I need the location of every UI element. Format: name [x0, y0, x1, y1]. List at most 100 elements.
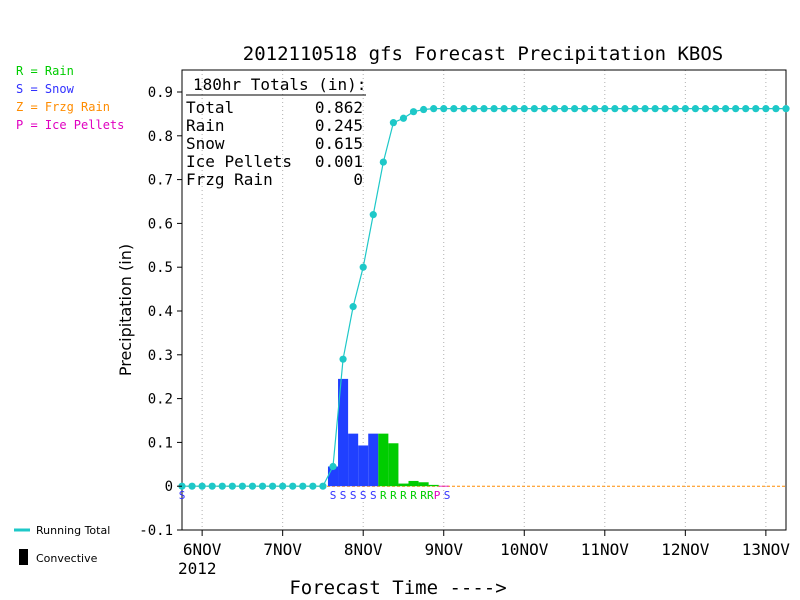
- type-code: S: [370, 489, 377, 502]
- type-code: R: [420, 489, 427, 502]
- running-total-points: [178, 105, 790, 490]
- running-total-point: [671, 105, 679, 113]
- running-total-point: [782, 105, 790, 113]
- x-tick-label: 13NOV: [742, 540, 791, 559]
- type-legend-item: Z = Frzg Rain: [16, 100, 110, 114]
- running-total-point: [560, 105, 569, 113]
- totals-row-value: 0: [353, 170, 363, 189]
- precip-bar: [338, 378, 349, 487]
- precip-bar: [358, 445, 369, 487]
- running-total-point: [470, 105, 478, 113]
- precip-bar: [327, 466, 339, 487]
- y-tick-label: 0.9: [148, 85, 173, 101]
- totals-row-label: Total: [186, 98, 234, 117]
- running-total-point: [339, 355, 347, 363]
- running-total-point: [490, 105, 498, 113]
- running-total-point: [571, 105, 579, 113]
- running-total-point: [409, 108, 418, 116]
- running-total-point: [279, 482, 287, 490]
- totals-row-value: 0.245: [315, 116, 363, 135]
- type-code: S: [340, 489, 347, 502]
- running-total-point: [218, 482, 226, 490]
- precip-bar: [388, 443, 399, 487]
- totals-row-value: 0.001: [315, 152, 363, 171]
- precip-bar: [438, 485, 449, 487]
- running-total-point: [711, 105, 720, 113]
- gridlines: [201, 70, 767, 530]
- y-tick-label: 0.7: [148, 173, 173, 189]
- running-total-legend-label: Running Total: [36, 524, 110, 537]
- y-tick-label: 0: [165, 479, 173, 495]
- running-total-point: [540, 105, 549, 113]
- running-total-point: [681, 105, 689, 113]
- totals-row-label: Rain: [186, 116, 225, 135]
- precip-bars: [327, 378, 449, 487]
- x-axis-ticks: 6NOV 7NOV 8NOV 9NOV 10NOV 11NOV 12NOV 13NOV: [183, 530, 790, 559]
- running-total-point: [369, 211, 377, 219]
- running-total-point: [430, 105, 438, 113]
- running-total-point: [641, 105, 649, 113]
- type-code: P: [434, 489, 441, 502]
- running-total-point: [691, 105, 700, 113]
- running-total-point: [389, 119, 397, 127]
- precip-bar: [348, 433, 359, 487]
- running-total-point: [651, 105, 659, 113]
- running-total-point: [269, 482, 277, 490]
- running-total-point: [480, 105, 488, 113]
- running-total-point: [289, 482, 297, 490]
- running-total-point: [752, 105, 760, 113]
- precip-bar: [398, 483, 409, 487]
- running-total-point: [732, 105, 740, 113]
- running-total-point: [379, 158, 387, 166]
- type-code: R: [400, 489, 407, 502]
- running-total-point: [611, 105, 619, 113]
- precip-bar: [418, 482, 429, 487]
- totals-row-label: Frzg Rain: [186, 170, 273, 189]
- running-total-point: [762, 105, 770, 113]
- totals-row-label: Ice Pellets: [186, 152, 292, 171]
- type-legend-item: R = Rain: [16, 64, 74, 78]
- running-total-point: [228, 482, 236, 490]
- totals-row-label: Snow: [186, 134, 225, 153]
- running-total-point: [399, 114, 408, 122]
- running-total-point: [188, 482, 196, 490]
- running-total-point: [500, 105, 508, 113]
- running-total-point: [299, 482, 307, 490]
- running-total-point: [742, 105, 750, 113]
- precip-bar: [408, 480, 419, 487]
- totals-rows: Total 0.862 Rain 0.245 Snow 0.615 Ice Pellets 0…: [186, 98, 363, 189]
- running-total-point: [621, 105, 629, 113]
- y-tick-label: 0.6: [148, 216, 173, 232]
- totals-row-value: 0.862: [315, 98, 363, 117]
- y-tick-label: 0.2: [148, 392, 173, 408]
- running-total-point: [319, 482, 327, 490]
- type-code: R: [380, 489, 387, 502]
- type-code: S: [330, 489, 337, 502]
- y-tick-label: 0.3: [148, 348, 173, 364]
- running-total-point: [460, 105, 468, 113]
- type-code: S: [179, 489, 186, 502]
- y-tick-label: 0.1: [148, 435, 173, 451]
- y-tick-label: 0.5: [148, 260, 173, 276]
- y-axis-ticks: -0.1 0 0.1 0.2 0.3 0.4 0.5 0.6 0.7 0.8 0.9: [139, 85, 182, 539]
- running-total-point: [701, 105, 710, 113]
- precip-bar: [428, 484, 439, 487]
- x-tick-label: 11NOV: [581, 540, 630, 559]
- running-total-point: [329, 462, 337, 471]
- type-code: R: [427, 489, 434, 502]
- y-axis-label: Precipitation (in): [116, 244, 135, 376]
- x-tick-label: 10NOV: [500, 540, 549, 559]
- running-total-point: [238, 482, 246, 490]
- x-tick-label: 12NOV: [661, 540, 710, 559]
- running-total-point: [601, 105, 609, 113]
- convective-legend-swatch: [19, 549, 28, 565]
- convective-legend-label: Convective: [36, 552, 98, 565]
- type-code: S: [360, 489, 367, 502]
- running-total-point: [359, 263, 367, 271]
- type-code: S: [444, 489, 451, 502]
- totals-header: 180hr Totals (in):: [193, 75, 366, 94]
- running-total-point: [309, 482, 317, 490]
- running-total-point: [420, 105, 428, 114]
